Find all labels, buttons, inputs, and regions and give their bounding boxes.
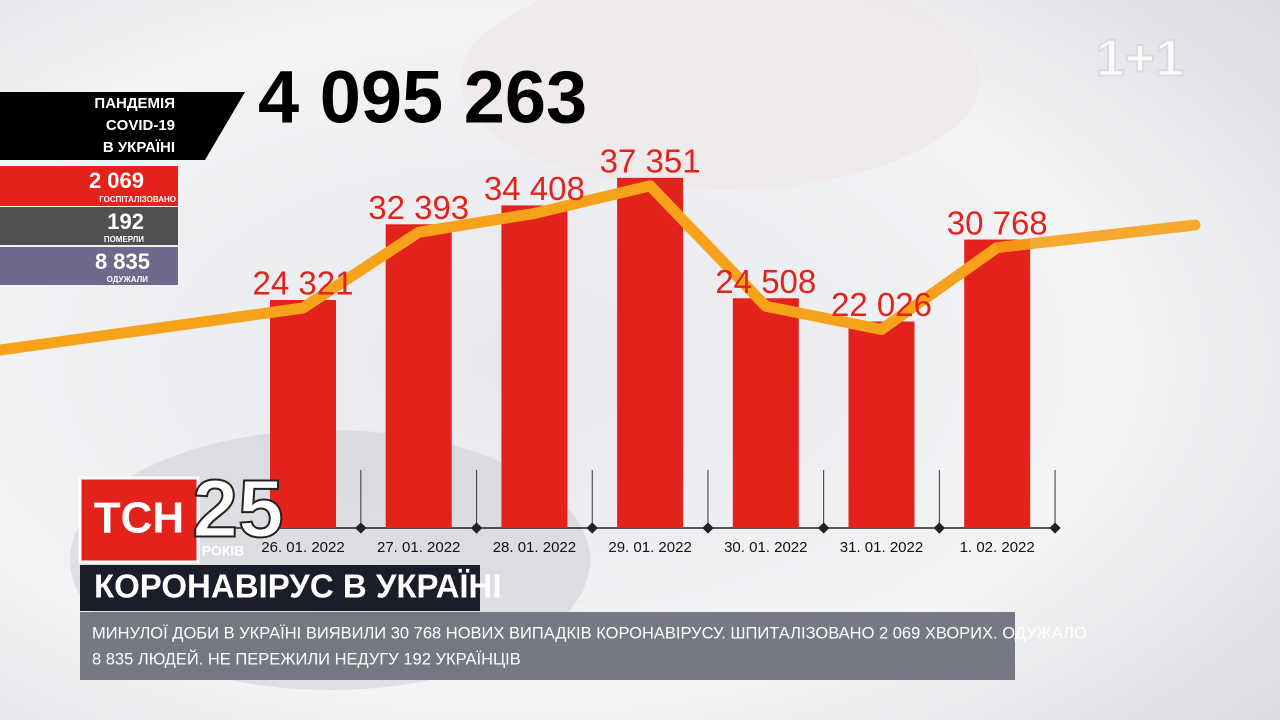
chart: 24 321 26. 01. 2022 32 393 27. 01. 2022 34 4… <box>0 143 1201 556</box>
stat-value: 192 <box>107 209 144 234</box>
value-label: 30 768 <box>947 204 1048 241</box>
show-logo-number: 25 <box>192 464 283 555</box>
panel-stat-box <box>0 247 178 285</box>
panel-title-box <box>0 92 245 160</box>
value-label: 32 393 <box>368 189 469 226</box>
ticker-box <box>80 612 1015 680</box>
separator-diamond <box>586 522 598 534</box>
bar <box>732 298 799 528</box>
show-logo-name: ТСН <box>94 494 184 543</box>
stat-label: ГОСПІТАЛІЗОВАНО <box>99 195 176 204</box>
channel-logo: 1+1 <box>1096 30 1184 88</box>
panel-stat-box <box>0 207 178 245</box>
x-tick-label: 1. 02. 2022 <box>960 539 1035 556</box>
headline-box <box>80 565 480 611</box>
separator-diamond <box>1049 522 1061 534</box>
ticker-line: 8 835 ЛЮДЕЙ. НЕ ПЕРЕЖИЛИ НЕДУГУ 192 УКРА… <box>92 649 521 668</box>
stat-value: 2 069 <box>89 168 144 193</box>
separator-diamond <box>355 522 367 534</box>
value-label: 24 321 <box>253 265 354 302</box>
stat-value: 8 835 <box>95 249 150 274</box>
bar <box>964 239 1031 529</box>
bar <box>617 177 684 528</box>
panel-title: COVID-19 <box>106 117 175 134</box>
stat-label: ОДУЖАЛИ <box>107 275 149 284</box>
x-tick-label: 28. 01. 2022 <box>493 539 576 556</box>
x-tick-label: 29. 01. 2022 <box>608 539 691 556</box>
show-logo-box <box>78 476 200 564</box>
panel-stat-box <box>0 166 178 206</box>
separator-diamond <box>702 522 714 534</box>
value-label: 22 026 <box>831 286 932 323</box>
background-blur <box>460 0 980 190</box>
show-logo-caption: РОКІВ <box>202 543 245 559</box>
x-tick-label: 26. 01. 2022 <box>261 539 344 556</box>
ticker-line: МИНУЛОЇ ДОБИ В УКРАЇНІ ВИЯВИЛИ 30 768 НО… <box>92 624 1087 642</box>
x-tick-label: 31. 01. 2022 <box>840 539 923 556</box>
trend-line <box>299 180 1001 336</box>
x-tick-label: 30. 01. 2022 <box>724 539 807 556</box>
separator-diamond <box>933 522 946 534</box>
bar <box>385 224 452 529</box>
value-label: 37 351 <box>600 143 701 180</box>
panel-title: В УКРАЇНІ <box>103 139 175 156</box>
x-tick-label: 27. 01. 2022 <box>377 539 460 556</box>
bar <box>501 205 568 529</box>
panel-title: ПАНДЕМІЯ <box>94 95 175 112</box>
stat-label: ПОМЕРЛИ <box>104 235 144 244</box>
trend-lead <box>0 302 309 356</box>
headline: КОРОНАВІРУС В УКРАЇНІ <box>94 568 502 605</box>
bar <box>848 321 915 528</box>
value-label: 34 408 <box>484 170 585 207</box>
trend-tail <box>991 219 1201 254</box>
value-label: 24 508 <box>715 263 816 300</box>
bar <box>270 299 336 528</box>
total-cases: 4 095 263 <box>258 56 587 139</box>
separator-diamond <box>817 522 830 534</box>
separator-diamond <box>470 522 483 534</box>
